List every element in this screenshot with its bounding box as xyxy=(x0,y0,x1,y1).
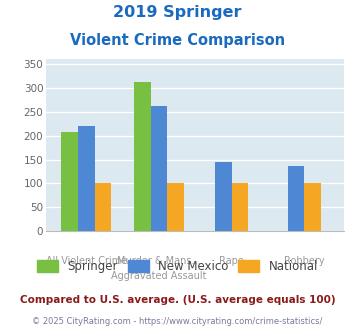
Text: Murder & Mans...: Murder & Mans... xyxy=(117,256,201,266)
Bar xyxy=(167,183,184,231)
Text: Robbery: Robbery xyxy=(284,256,325,266)
Text: Violent Crime Comparison: Violent Crime Comparison xyxy=(70,33,285,48)
Text: © 2025 CityRating.com - https://www.cityrating.com/crime-statistics/: © 2025 CityRating.com - https://www.city… xyxy=(32,317,323,326)
Text: Compared to U.S. average. (U.S. average equals 100): Compared to U.S. average. (U.S. average … xyxy=(20,295,335,305)
Bar xyxy=(94,183,111,231)
Bar xyxy=(151,106,167,231)
Legend: Springer, New Mexico, National: Springer, New Mexico, National xyxy=(37,260,318,273)
Bar xyxy=(304,183,321,231)
Bar xyxy=(61,132,78,231)
Text: Rape: Rape xyxy=(219,256,244,266)
Bar xyxy=(78,126,94,231)
Bar xyxy=(134,82,151,231)
Bar xyxy=(215,162,231,231)
Bar xyxy=(231,183,248,231)
Text: All Violent Crime: All Violent Crime xyxy=(45,256,127,266)
Text: 2019 Springer: 2019 Springer xyxy=(113,5,242,20)
Text: Aggravated Assault: Aggravated Assault xyxy=(111,271,207,281)
Bar xyxy=(288,166,304,231)
